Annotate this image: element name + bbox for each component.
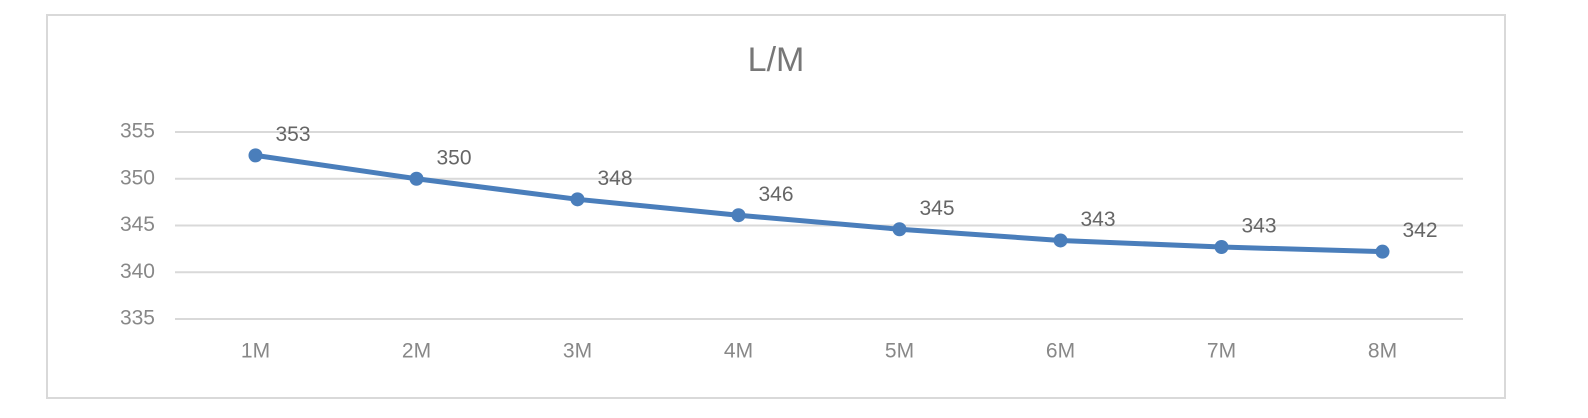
chart-frame (46, 14, 1506, 399)
data-label: 346 (759, 183, 794, 206)
x-tick-label: 7M (1207, 340, 1236, 363)
point (1375, 244, 1390, 259)
point (570, 192, 585, 207)
x-tick-label: 8M (1368, 340, 1397, 363)
y-tick-label: 345 (120, 213, 155, 236)
y-tick-label: 340 (120, 260, 155, 283)
x-tick-label: 1M (241, 340, 270, 363)
y-tick-label: 355 (120, 120, 155, 143)
point (409, 171, 424, 186)
y-tick-label: 350 (120, 166, 155, 189)
x-tick-label: 2M (402, 340, 431, 363)
data-label: 345 (920, 197, 955, 220)
point (1214, 240, 1229, 255)
x-tick-label: 5M (885, 340, 914, 363)
data-label: 343 (1242, 215, 1277, 238)
data-label: 348 (598, 167, 633, 190)
line (255, 152, 1383, 255)
x-tick-label: 6M (1046, 340, 1075, 363)
point (731, 208, 746, 223)
chart-title: L/M (748, 41, 805, 79)
x-tick-label: 3M (563, 340, 592, 363)
point (892, 222, 907, 237)
x-tick-label: 4M (724, 340, 753, 363)
y-tick-label: 335 (120, 307, 155, 330)
data-label: 353 (276, 123, 311, 146)
point (248, 148, 263, 163)
data-label: 342 (1403, 219, 1438, 242)
point (1053, 233, 1068, 248)
data-label: 343 (1081, 208, 1116, 231)
data-label: 350 (437, 146, 472, 169)
